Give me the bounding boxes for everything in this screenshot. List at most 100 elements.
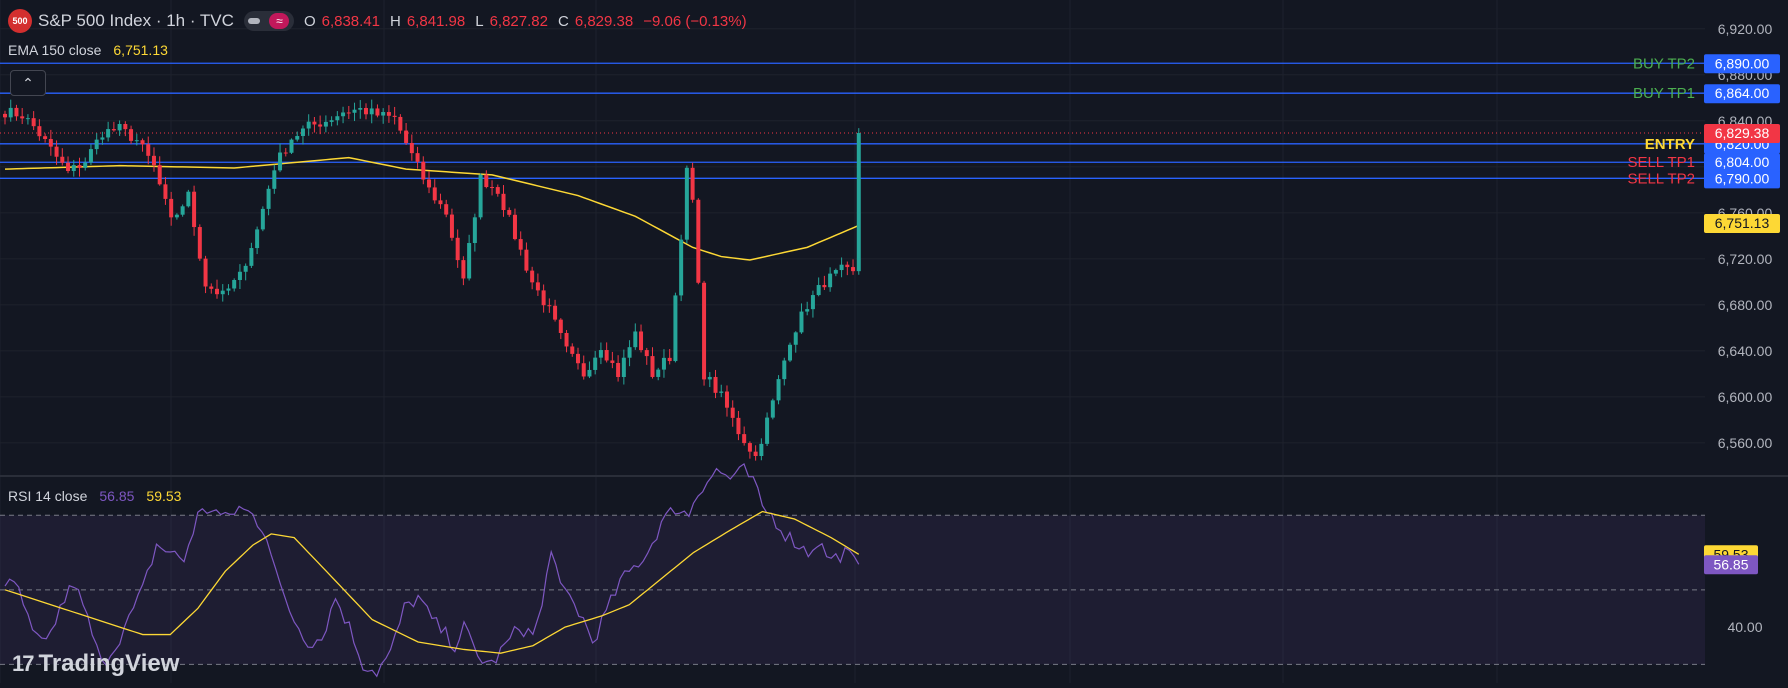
- price-tick-label: 6,920.00: [1718, 21, 1773, 37]
- tradingview-logo[interactable]: 17 TradingView: [12, 650, 179, 678]
- candle: [810, 290, 815, 318]
- candle: [650, 347, 655, 379]
- ema-price-tag: 6,751.13: [1704, 214, 1780, 234]
- close-label: C: [557, 12, 569, 30]
- candle: [759, 438, 764, 461]
- tradingview-logo-text: TradingView: [38, 650, 180, 677]
- collapse-legend-button[interactable]: ⌃: [10, 70, 46, 96]
- last-price-tag: 6,829.38: [1704, 124, 1780, 144]
- candle: [71, 159, 76, 177]
- rsi-value-tag-1: 56.85: [1704, 555, 1758, 575]
- candle: [851, 259, 856, 275]
- close-value: 6,829.38: [574, 12, 634, 30]
- candle: [266, 185, 271, 216]
- candle: [707, 372, 712, 388]
- candle: [169, 191, 174, 226]
- candle: [140, 138, 145, 152]
- candle: [8, 99, 13, 122]
- price-axis[interactable]: 6,920.006,880.006,840.006,800.006,760.00…: [1704, 21, 1780, 635]
- candle: [742, 426, 747, 446]
- candle: [215, 279, 220, 299]
- candle: [415, 146, 420, 169]
- candle: [644, 347, 649, 365]
- candle: [782, 357, 787, 386]
- low-label: L: [475, 12, 484, 30]
- candle: [421, 156, 426, 185]
- level-label-1: BUY TP1: [1633, 85, 1695, 102]
- rsi-legend[interactable]: RSI 14 close 56.85 59.53: [8, 488, 181, 504]
- open-label: O: [303, 12, 316, 30]
- candle: [404, 123, 409, 145]
- candle: [226, 284, 231, 296]
- open-value: 6,838.41: [321, 12, 380, 30]
- candle: [713, 369, 718, 399]
- candle: [312, 117, 317, 133]
- candle: [719, 384, 724, 398]
- candle: [157, 156, 162, 186]
- candle: [31, 111, 36, 131]
- candle: [427, 171, 432, 194]
- candle: [598, 342, 603, 365]
- candle: [237, 264, 242, 289]
- candle: [724, 385, 729, 417]
- candle: [472, 213, 477, 252]
- candle: [203, 255, 208, 294]
- candle: [3, 110, 7, 125]
- candle: [822, 275, 827, 291]
- level-label-0: BUY TP2: [1633, 55, 1695, 72]
- candle: [587, 361, 592, 379]
- candle: [661, 349, 666, 378]
- candle: [306, 114, 311, 136]
- candle: [123, 121, 128, 137]
- candle: [845, 261, 850, 276]
- wave-icon: ≈: [269, 13, 290, 29]
- candle: [25, 114, 30, 125]
- rsi-line[interactable]: [4, 462, 860, 678]
- candle: [455, 229, 460, 268]
- level-label-3: SELL TP1: [1627, 154, 1695, 171]
- svg-text:6,890.00: 6,890.00: [1715, 55, 1770, 71]
- candle: [54, 140, 59, 165]
- price-tick-label: 6,720.00: [1718, 251, 1773, 267]
- rsi-ma-line[interactable]: [4, 510, 860, 654]
- candle: [174, 213, 179, 220]
- level-price-tag-1: 6,864.00: [1704, 84, 1780, 104]
- level-price-tag-4: 6,790.00: [1704, 169, 1780, 189]
- change-value: −9.06 (−0.13%): [643, 12, 747, 30]
- candle: [117, 120, 122, 136]
- candle: [369, 99, 374, 124]
- candle: [94, 133, 99, 155]
- candle: [129, 125, 134, 144]
- symbol-badge[interactable]: 500: [8, 9, 32, 33]
- candle: [490, 180, 495, 196]
- candle: [564, 330, 569, 353]
- candle: [530, 266, 535, 290]
- level-price-tag-3: 6,804.00: [1704, 153, 1780, 173]
- ema-line[interactable]: [4, 156, 860, 261]
- chart-style-toggle[interactable]: ≈: [243, 11, 294, 31]
- candle: [484, 170, 489, 189]
- candle: [255, 226, 260, 255]
- candle: [478, 173, 483, 220]
- high-value: 6,841.98: [406, 12, 466, 30]
- high-label: H: [390, 12, 401, 30]
- ema-legend[interactable]: EMA 150 close 6,751.13: [8, 42, 168, 58]
- candle: [192, 185, 197, 236]
- candle: [358, 100, 363, 119]
- rsi-ma-legend-value: 59.53: [146, 488, 182, 504]
- candle: [186, 189, 191, 208]
- candle: [736, 410, 741, 441]
- candle: [88, 144, 93, 166]
- candle: [507, 207, 512, 217]
- symbol-title[interactable]: S&P 500 Index · 1h · TVC: [38, 11, 234, 30]
- candle: [839, 257, 844, 278]
- price-tick-label: 6,560.00: [1718, 435, 1773, 451]
- candle: [610, 351, 615, 369]
- tradingview-logo-icon: 17: [12, 651, 35, 676]
- candle: [512, 208, 517, 241]
- svg-text:6,829.38: 6,829.38: [1715, 125, 1770, 141]
- candle: [770, 398, 775, 420]
- candle: [793, 331, 798, 353]
- candle: [702, 280, 707, 386]
